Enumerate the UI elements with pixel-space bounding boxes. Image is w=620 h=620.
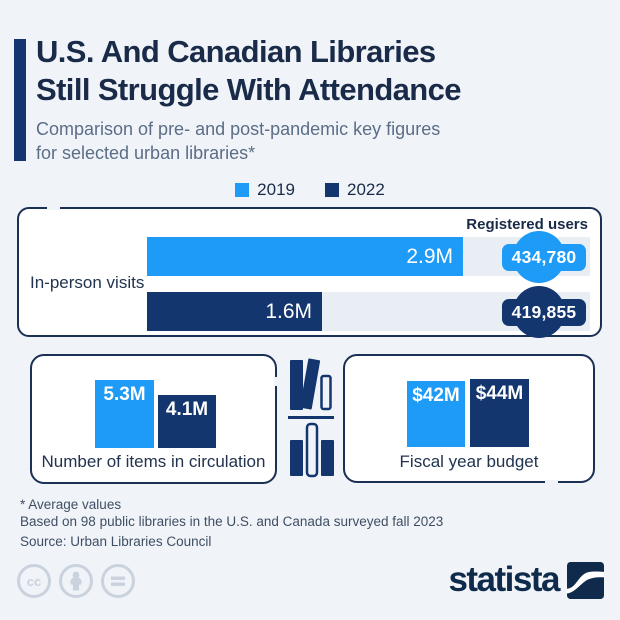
budget-caption: Fiscal year budget (399, 452, 539, 471)
registered-users-value-2019: 434,780 (511, 247, 577, 267)
svg-text:cc: cc (27, 574, 41, 589)
circulation-bar-2022: 4.1M (158, 395, 216, 448)
legend-swatch-2022 (325, 183, 339, 197)
circulation-bar-2019: 5.3M (95, 380, 154, 448)
page-subtitle: Comparison of pre- and post-pandemic key… (36, 117, 440, 165)
registered-users-value-2022: 419,855 (511, 302, 577, 322)
title-line-1: U.S. And Canadian Libraries (36, 34, 436, 69)
panel-border-gap (274, 377, 277, 386)
title-accent-bar (14, 39, 26, 161)
cc-license-icon: cc (17, 564, 51, 598)
budget-bar-2019: $42M (407, 381, 465, 447)
budget-value-2022: $44M (475, 383, 524, 404)
budget-value-2019: $42M (412, 385, 460, 406)
statista-logo-text: statista (448, 560, 560, 599)
visits-value-2022: 1.6M (265, 299, 312, 323)
panel-border-gap (47, 207, 60, 210)
subtitle-line-2: for selected urban libraries* (36, 143, 256, 163)
budget-bar-2022: $44M (470, 379, 529, 447)
legend-swatch-2019 (235, 183, 250, 197)
circulation-value-2022: 4.1M (165, 399, 209, 420)
legend-label-2019: 2019 (257, 180, 295, 199)
panel-border-gap (545, 480, 558, 483)
visits-row-label: In-person visits (30, 273, 145, 292)
source-credit: Source: Urban Libraries Council (20, 534, 212, 549)
circulation-panel: 5.3M 4.1M Number of items in circulation (30, 354, 277, 484)
visits-panel: Registered users In-person visits 2.9M 1… (17, 207, 602, 338)
footnote-average-values: * Average values (20, 497, 122, 512)
registered-users-label: Registered users (466, 216, 588, 233)
circulation-value-2019: 5.3M (103, 384, 146, 405)
creative-commons-badges: cc (16, 563, 136, 599)
registered-users-badge-2019: 434,780 (502, 244, 586, 271)
statista-logo-mark (567, 561, 604, 599)
legend-item-2022: 2022 (325, 180, 385, 200)
legend-item-2019: 2019 (235, 180, 295, 200)
cc-no-derivatives-icon (101, 564, 135, 598)
title-line-2: Still Struggle With Attendance (36, 72, 462, 107)
subtitle-line-1: Comparison of pre- and post-pandemic key… (36, 119, 441, 139)
budget-panel: $42M $44M Fiscal year budget (343, 354, 595, 483)
visits-bar-2022: 1.6M (147, 292, 322, 331)
cc-attribution-icon (59, 564, 93, 598)
visits-value-2019: 2.9M (406, 244, 453, 268)
page-title: U.S. And Canadian Libraries Still Strugg… (36, 33, 462, 109)
footnote-survey-base: Based on 98 public libraries in the U.S.… (20, 514, 444, 529)
registered-users-badge-2022: 419,855 (502, 299, 586, 326)
statista-logo: statista (448, 560, 604, 600)
legend: 2019 2022 (0, 180, 620, 200)
circulation-caption: Number of items in circulation (41, 452, 266, 471)
visits-bar-2019: 2.9M (147, 237, 463, 276)
legend-label-2022: 2022 (347, 180, 385, 199)
bookshelf-icon (288, 358, 334, 478)
